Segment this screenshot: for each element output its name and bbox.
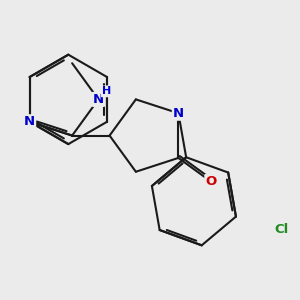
Text: H: H xyxy=(102,86,111,96)
Text: N: N xyxy=(93,93,104,106)
Text: N: N xyxy=(24,115,35,128)
Text: N: N xyxy=(173,107,184,120)
Text: O: O xyxy=(205,175,217,188)
Text: Cl: Cl xyxy=(275,223,289,236)
